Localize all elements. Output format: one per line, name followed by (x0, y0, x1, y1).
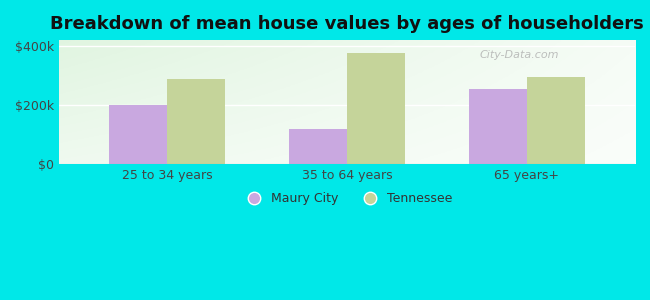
Legend: Maury City, Tennessee: Maury City, Tennessee (236, 187, 458, 210)
Bar (167, 79, 225, 164)
Title: Breakdown of mean house values by ages of householders: Breakdown of mean house values by ages o… (50, 15, 644, 33)
Bar (527, 77, 584, 164)
Bar (109, 105, 167, 164)
Bar (289, 129, 347, 164)
Text: City-Data.com: City-Data.com (480, 50, 559, 60)
Bar (347, 53, 404, 164)
Bar (469, 89, 527, 164)
